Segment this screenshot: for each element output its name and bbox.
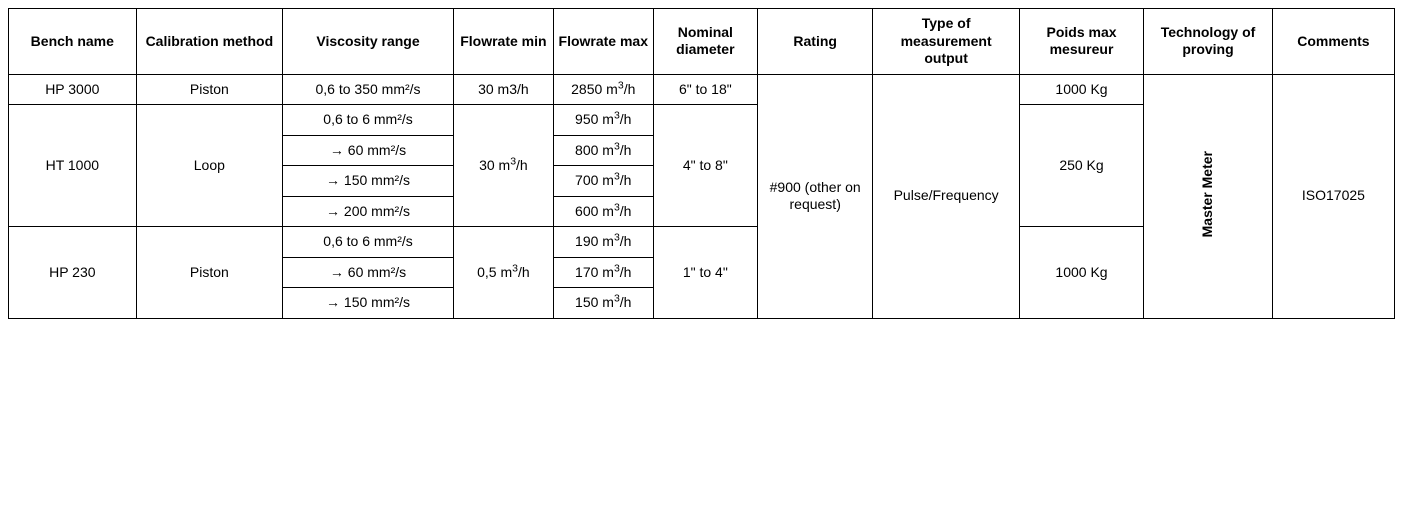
header-measurement: Type of measurement output <box>873 9 1019 75</box>
header-flow-max: Flowrate max <box>553 9 653 75</box>
cell-viscosity: 0,6 to 6 mm²/s <box>283 227 454 258</box>
cell-flow-max: 700 m3/h <box>553 166 653 197</box>
table-row: HP 3000 Piston 0,6 to 350 mm²/s 30 m3/h … <box>9 74 1395 105</box>
cell-bench: HP 3000 <box>9 74 137 105</box>
cell-flow-min: 0,5 m3/h <box>453 227 553 319</box>
header-technology: Technology of proving <box>1144 9 1273 75</box>
cell-poids: 1000 Kg <box>1019 227 1143 319</box>
header-method: Calibration method <box>136 9 282 75</box>
cell-diameter: 6" to 18" <box>653 74 757 105</box>
cell-flow-max: 600 m3/h <box>553 196 653 227</box>
cell-diameter: 4" to 8" <box>653 105 757 227</box>
header-poids: Poids max mesureur <box>1019 9 1143 75</box>
header-rating: Rating <box>757 9 872 75</box>
table-header-row: Bench name Calibration method Viscosity … <box>9 9 1395 75</box>
cell-flow-max: 950 m3/h <box>553 105 653 136</box>
cell-comments: ISO17025 <box>1272 74 1394 318</box>
cell-flow-max: 170 m3/h <box>553 257 653 288</box>
header-diameter: Nominal diameter <box>653 9 757 75</box>
calibration-bench-table: Bench name Calibration method Viscosity … <box>8 8 1395 319</box>
cell-flow-max: 800 m3/h <box>553 135 653 166</box>
cell-diameter: 1" to 4" <box>653 227 757 319</box>
cell-flow-min: 30 m3/h <box>453 74 553 105</box>
cell-viscosity: → 150 mm²/s <box>283 288 454 319</box>
cell-measurement: Pulse/Frequency <box>873 74 1019 318</box>
cell-viscosity: → 150 mm²/s <box>283 166 454 197</box>
header-bench: Bench name <box>9 9 137 75</box>
header-comments: Comments <box>1272 9 1394 75</box>
cell-bench: HP 230 <box>9 227 137 319</box>
cell-method: Piston <box>136 74 282 105</box>
cell-viscosity: → 60 mm²/s <box>283 257 454 288</box>
cell-method: Piston <box>136 227 282 319</box>
cell-technology: Master Meter <box>1144 74 1273 318</box>
header-viscosity: Viscosity range <box>283 9 454 75</box>
cell-poids: 250 Kg <box>1019 105 1143 227</box>
header-flow-min: Flowrate min <box>453 9 553 75</box>
cell-bench: HT 1000 <box>9 105 137 227</box>
cell-flow-max: 190 m3/h <box>553 227 653 258</box>
cell-viscosity: → 200 mm²/s <box>283 196 454 227</box>
cell-flow-max: 150 m3/h <box>553 288 653 319</box>
cell-poids: 1000 Kg <box>1019 74 1143 105</box>
cell-flow-min: 30 m3/h <box>453 105 553 227</box>
cell-flow-max: 2850 m3/h <box>553 74 653 105</box>
cell-viscosity: → 60 mm²/s <box>283 135 454 166</box>
cell-method: Loop <box>136 105 282 227</box>
cell-viscosity: 0,6 to 6 mm²/s <box>283 105 454 136</box>
cell-rating: #900 (other on request) <box>757 74 872 318</box>
cell-viscosity: 0,6 to 350 mm²/s <box>283 74 454 105</box>
